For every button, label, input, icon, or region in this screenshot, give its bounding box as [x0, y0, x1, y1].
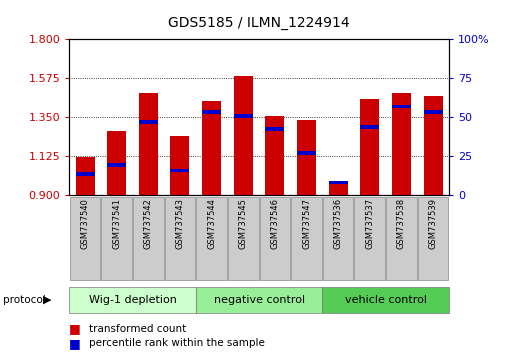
- Bar: [139, 120, 158, 124]
- Bar: [170, 136, 189, 195]
- Text: protocol: protocol: [3, 295, 45, 305]
- Bar: [297, 120, 316, 195]
- Text: GSM737538: GSM737538: [397, 198, 406, 249]
- Text: transformed count: transformed count: [89, 324, 186, 333]
- Bar: [234, 76, 253, 195]
- Bar: [265, 127, 284, 131]
- Text: GSM737539: GSM737539: [428, 198, 438, 249]
- Text: GSM737547: GSM737547: [302, 198, 311, 249]
- Bar: [107, 131, 126, 195]
- Bar: [392, 104, 411, 108]
- Bar: [424, 110, 443, 114]
- Text: GSM737540: GSM737540: [81, 198, 90, 249]
- Bar: [139, 93, 158, 195]
- Text: vehicle control: vehicle control: [345, 295, 427, 305]
- Text: GSM737542: GSM737542: [144, 198, 153, 249]
- Bar: [234, 114, 253, 118]
- Text: ▶: ▶: [43, 295, 51, 305]
- Text: GSM737544: GSM737544: [207, 198, 216, 249]
- Bar: [392, 93, 411, 195]
- Bar: [75, 172, 94, 176]
- Bar: [297, 151, 316, 155]
- Bar: [360, 99, 379, 195]
- Text: percentile rank within the sample: percentile rank within the sample: [89, 338, 265, 348]
- Text: GSM737546: GSM737546: [270, 198, 280, 249]
- Bar: [424, 96, 443, 195]
- Text: GSM737536: GSM737536: [333, 198, 343, 249]
- Text: GSM737541: GSM737541: [112, 198, 121, 249]
- Text: Wig-1 depletion: Wig-1 depletion: [89, 295, 176, 305]
- Text: ■: ■: [69, 337, 81, 350]
- Text: GSM737545: GSM737545: [239, 198, 248, 249]
- Bar: [75, 158, 94, 195]
- Bar: [329, 181, 348, 184]
- Bar: [107, 164, 126, 167]
- Text: ■: ■: [69, 322, 81, 335]
- Text: negative control: negative control: [213, 295, 305, 305]
- Bar: [202, 110, 221, 114]
- Bar: [170, 169, 189, 172]
- Bar: [329, 182, 348, 195]
- Bar: [202, 101, 221, 195]
- Text: GSM737543: GSM737543: [175, 198, 185, 249]
- Bar: [265, 116, 284, 195]
- Text: GSM737537: GSM737537: [365, 198, 374, 249]
- Bar: [360, 125, 379, 129]
- Text: GDS5185 / ILMN_1224914: GDS5185 / ILMN_1224914: [168, 16, 350, 30]
